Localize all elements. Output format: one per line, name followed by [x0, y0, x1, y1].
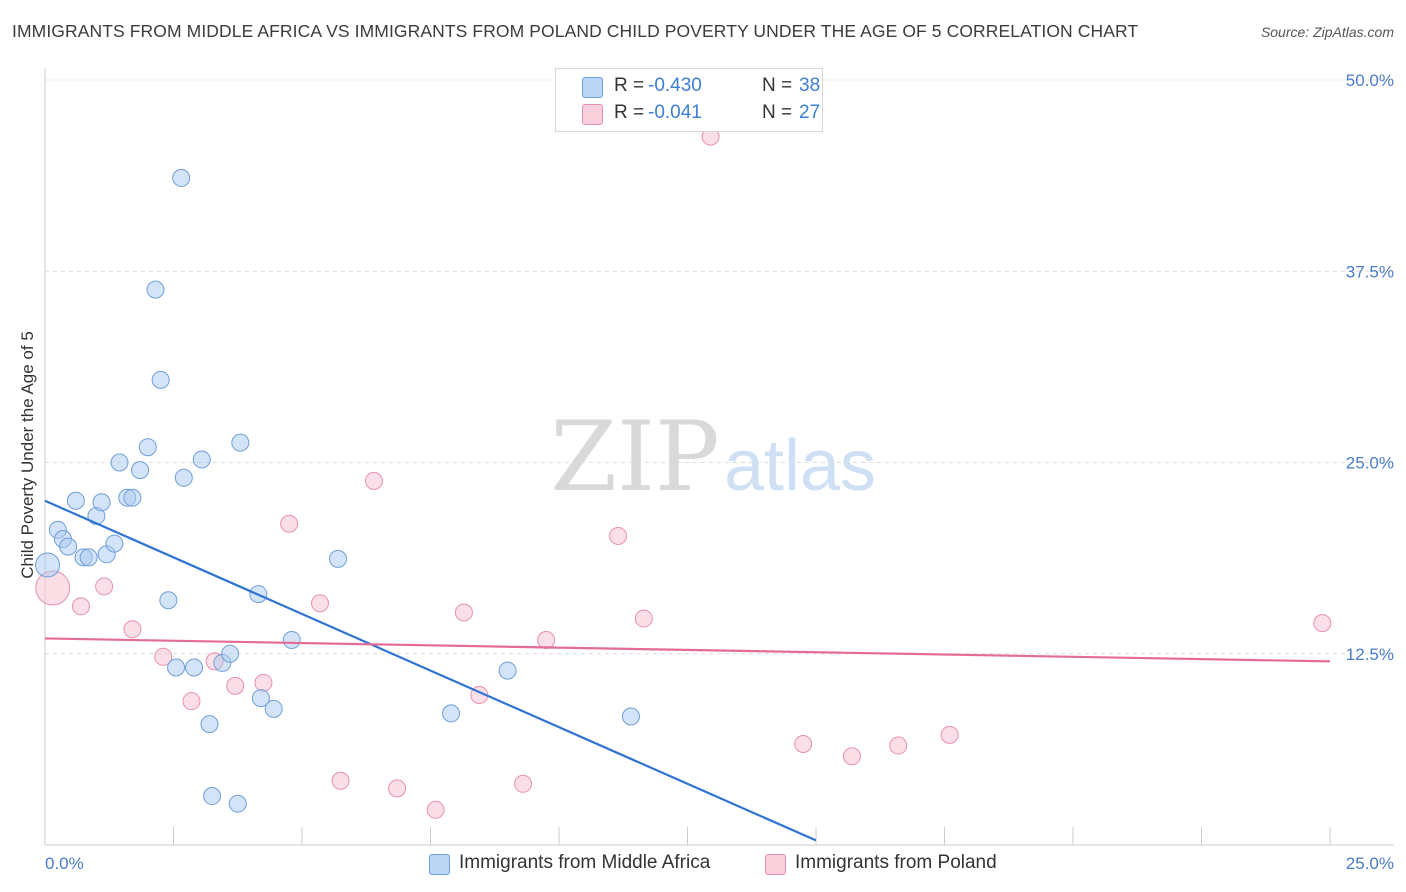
data-point-middle-africa [264, 699, 283, 718]
data-point-poland [940, 725, 959, 744]
data-point-middle-africa [167, 658, 186, 677]
legend-r-label: R = [614, 75, 645, 96]
legend-n-value: 38 [799, 75, 821, 96]
legend-r-value: -0.041 [648, 102, 702, 123]
chart-title: IMMIGRANTS FROM MIDDLE AFRICA VS IMMIGRA… [12, 21, 1139, 41]
correlation-legend: R = -0.430 N = 38 R = -0.041 N = 27 [555, 68, 823, 132]
data-point-poland [537, 630, 556, 649]
data-point-middle-africa [66, 491, 85, 510]
y-tick-label: 25.0% [1346, 454, 1394, 473]
data-point-middle-africa [35, 552, 61, 578]
data-point-middle-africa [110, 453, 129, 472]
data-point-middle-africa [192, 450, 211, 469]
legend-n-value: 27 [799, 102, 821, 123]
data-point-poland [609, 526, 628, 545]
legend-label-middle-africa: Immigrants from Middle Africa [459, 852, 711, 873]
data-point-middle-africa [203, 787, 222, 806]
data-point-middle-africa [185, 658, 204, 677]
legend-label-poland: Immigrants from Poland [795, 852, 997, 873]
trend-line-poland [44, 637, 1331, 663]
data-point-middle-africa [159, 591, 178, 610]
data-point-middle-africa [146, 280, 165, 299]
y-axis-label: Child Poverty Under the Age of 5 [18, 331, 37, 579]
data-point-poland [182, 692, 201, 711]
legend-swatch-pink [582, 104, 603, 125]
data-point-middle-africa [498, 661, 517, 680]
data-point-middle-africa [231, 433, 250, 452]
data-point-middle-africa [228, 794, 247, 813]
watermark-zip: ZIP [550, 401, 719, 513]
legend-n-label: N = [762, 102, 793, 123]
data-point-poland [154, 647, 173, 666]
source-credit: Source: ZipAtlas.com [1260, 24, 1394, 40]
data-point-middle-africa [59, 537, 78, 556]
data-point-poland [842, 747, 861, 766]
trend-lines [44, 499, 1331, 842]
legend-swatch-blue [429, 854, 450, 875]
data-point-poland [454, 603, 473, 622]
data-point-poland [889, 736, 908, 755]
grid-lines [45, 79, 1394, 655]
y-tick-label: 37.5% [1346, 262, 1394, 281]
axis-labels: 12.5% 25.0% 37.5% 50.0% 0.0% 25.0% Child Pover… [18, 71, 1394, 873]
x-tick-label: 0.0% [45, 854, 84, 873]
data-point-poland [254, 673, 273, 692]
watermark-atlas: atlas [724, 426, 876, 506]
data-point-middle-africa [442, 704, 461, 723]
points-middle-africa [35, 168, 640, 813]
x-tick-label: 25.0% [1346, 854, 1394, 873]
data-point-poland [280, 514, 299, 533]
data-point-middle-africa [131, 461, 150, 480]
data-point-poland [71, 597, 90, 616]
legend-r-label: R = [614, 102, 645, 123]
data-point-middle-africa [123, 488, 142, 507]
data-point-poland [310, 594, 329, 613]
data-point-middle-africa [105, 534, 124, 553]
points-poland [35, 127, 1332, 819]
data-point-poland [388, 779, 407, 798]
axes [44, 68, 1394, 846]
data-point-middle-africa [621, 707, 640, 726]
data-point-poland [364, 471, 383, 490]
data-point-middle-africa [174, 468, 193, 487]
data-point-poland [123, 620, 142, 639]
data-point-poland [1313, 614, 1332, 633]
data-point-poland [794, 735, 813, 754]
data-point-middle-africa [251, 689, 270, 708]
data-point-poland [514, 774, 533, 793]
data-point-poland [95, 577, 114, 596]
data-point-middle-africa [151, 370, 170, 389]
data-point-poland [634, 609, 653, 628]
legend-r-value: -0.430 [648, 75, 702, 96]
data-point-poland [331, 771, 350, 790]
trend-line-middle-africa [44, 499, 817, 842]
data-point-middle-africa [200, 715, 219, 734]
data-point-middle-africa [138, 438, 157, 457]
legend-swatch-pink [765, 854, 786, 875]
data-point-middle-africa [221, 644, 240, 663]
data-point-middle-africa [172, 168, 191, 187]
legend-n-label: N = [762, 75, 793, 96]
y-tick-label: 12.5% [1346, 645, 1394, 664]
data-point-middle-africa [92, 493, 111, 512]
watermark: ZIP atlas [550, 401, 876, 513]
data-point-poland [426, 800, 445, 819]
y-tick-label: 50.0% [1346, 71, 1394, 90]
data-point-middle-africa [79, 548, 98, 567]
data-point-middle-africa [282, 630, 301, 649]
data-point-poland [226, 676, 245, 695]
data-point-middle-africa [328, 549, 347, 568]
legend-swatch-blue [582, 77, 603, 98]
